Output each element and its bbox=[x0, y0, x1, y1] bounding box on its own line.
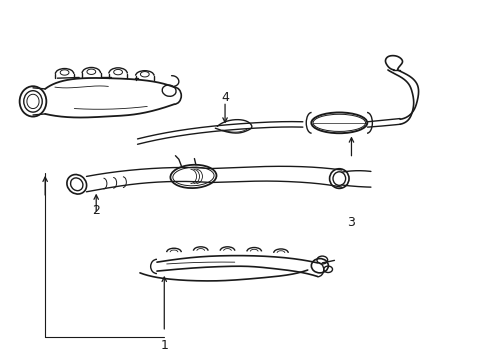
Text: 3: 3 bbox=[347, 216, 355, 229]
Text: 4: 4 bbox=[221, 91, 228, 104]
Text: 2: 2 bbox=[92, 204, 100, 217]
Text: 1: 1 bbox=[160, 338, 168, 351]
